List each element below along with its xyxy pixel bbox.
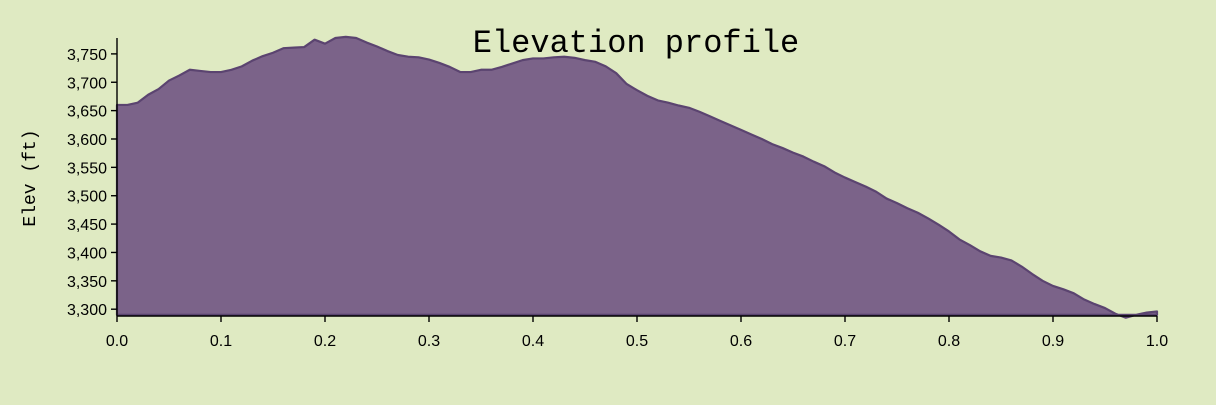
x-tick-label: 0.8 xyxy=(938,333,960,350)
y-tick-label: 3,600 xyxy=(67,132,107,149)
y-tick-label: 3,400 xyxy=(67,245,107,262)
y-tick-label: 3,350 xyxy=(67,274,107,291)
x-tick-label: 0.6 xyxy=(730,333,752,350)
x-tick-label: 0.7 xyxy=(834,333,856,350)
y-tick-label: 3,650 xyxy=(67,104,107,121)
y-tick-label: 3,300 xyxy=(67,302,107,319)
plot-area xyxy=(115,35,1159,319)
y-axis-ticks: 3,300 3,350 3,400 3,450 3,500 3,550 3,600 3,650… xyxy=(67,47,117,319)
y-tick-label: 3,700 xyxy=(67,75,107,92)
x-tick-label: 0.5 xyxy=(626,333,648,350)
x-tick-label: 0.2 xyxy=(314,333,336,350)
x-tick-label: 0.9 xyxy=(1042,333,1064,350)
x-tick-label: 1.0 xyxy=(1146,333,1168,350)
x-tick-label: 0.4 xyxy=(522,333,544,350)
y-tick-label: 3,450 xyxy=(67,217,107,234)
y-tick-label: 3,550 xyxy=(67,160,107,177)
x-tick-label: 0.3 xyxy=(418,333,440,350)
x-tick-label: 0.0 xyxy=(106,333,128,350)
chart-title: Elevation profile xyxy=(473,25,799,62)
x-axis-ticks: 0.0 0.1 0.2 0.3 0.4 0.5 0.6 0.7 0.8 0.9 1.0 xyxy=(106,316,1168,350)
y-tick-label: 3,500 xyxy=(67,189,107,206)
elevation-area xyxy=(115,35,1159,319)
y-tick-label: 3,750 xyxy=(67,47,107,64)
x-tick-label: 0.1 xyxy=(210,333,232,350)
y-axis-label: Elev (ft) xyxy=(21,129,41,226)
